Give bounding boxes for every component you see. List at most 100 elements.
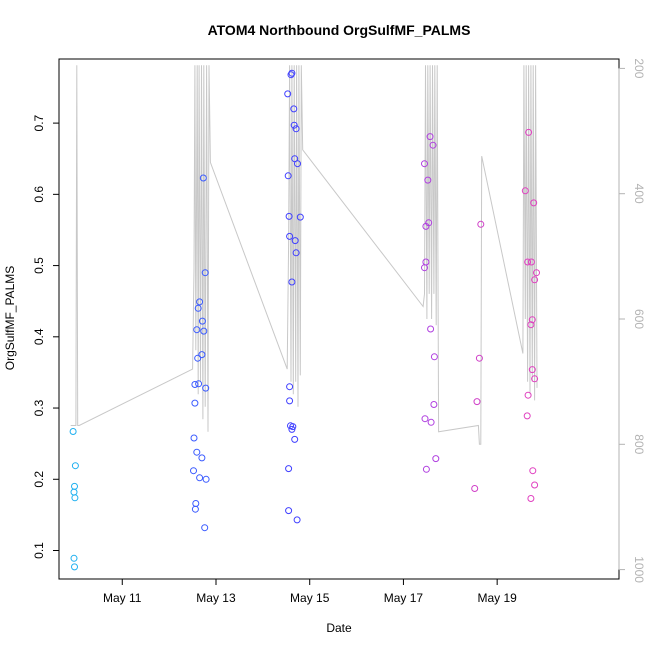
data-point	[291, 435, 299, 443]
data-point	[430, 353, 438, 361]
data-point	[198, 317, 206, 325]
y-tick-label: 0.3	[32, 399, 46, 416]
data-point	[191, 399, 199, 407]
data-point	[191, 381, 199, 388]
data-point	[190, 434, 198, 442]
data-point	[421, 415, 429, 423]
data-point	[70, 488, 78, 496]
data-point	[288, 69, 296, 77]
data-point	[198, 454, 206, 462]
data-point	[531, 276, 539, 284]
data-point	[528, 316, 536, 324]
y-tick-label: 0.2	[32, 471, 46, 488]
data-point	[196, 474, 204, 482]
data-point	[284, 172, 292, 180]
data-point	[291, 237, 299, 245]
data-point	[70, 554, 78, 562]
data-point	[528, 366, 536, 374]
data-point	[71, 482, 78, 490]
data-point	[527, 495, 535, 502]
y-tick-label: 0.1	[32, 542, 46, 559]
data-point	[421, 160, 428, 168]
data-point	[524, 258, 532, 266]
data-point	[193, 326, 201, 334]
data-point	[192, 500, 200, 507]
data-point	[430, 401, 438, 408]
data-point	[194, 304, 202, 312]
data-point	[191, 505, 199, 513]
data-point	[533, 269, 540, 277]
right-tick-label: 200	[632, 58, 646, 78]
right-tick-label: 800	[632, 434, 646, 454]
altitude-profile	[70, 65, 538, 445]
axes: 0.1 0.2 0.3 0.4 0.5 0.6 0.7 May 11 May 13 May 15 M…	[32, 58, 646, 605]
data-point	[422, 258, 430, 266]
altitude-line	[70, 65, 538, 445]
data-point	[471, 485, 479, 492]
y-tick-label: 0.4	[32, 328, 46, 345]
data-point	[296, 213, 304, 221]
data-point	[530, 199, 538, 207]
data-point	[202, 384, 210, 392]
data-point	[193, 448, 201, 456]
data-point	[424, 176, 432, 184]
data-point	[525, 128, 533, 136]
data-point	[71, 494, 79, 502]
data-point	[531, 481, 539, 489]
data-point	[286, 232, 294, 240]
data-point	[422, 465, 430, 473]
x-tick-label: May 17	[384, 591, 424, 605]
x-tick-label: May 13	[196, 591, 236, 605]
data-point	[529, 467, 537, 475]
data-point	[287, 71, 295, 79]
data-point	[285, 465, 293, 473]
data-point	[427, 325, 435, 333]
data-point	[195, 380, 203, 388]
data-points	[69, 69, 540, 571]
x-tick-label: May 15	[290, 591, 330, 605]
data-point	[202, 475, 210, 483]
data-point	[196, 298, 204, 306]
data-point	[194, 354, 202, 362]
data-point	[286, 397, 294, 405]
data-point	[290, 105, 298, 113]
data-point	[285, 507, 293, 515]
data-point	[426, 133, 434, 141]
data-point	[422, 222, 430, 230]
data-point	[523, 412, 531, 420]
y-tick-label: 0.6	[32, 186, 46, 203]
data-point	[200, 327, 208, 335]
data-point	[432, 455, 440, 463]
data-point	[292, 249, 300, 257]
y-tick-label: 0.7	[32, 114, 46, 131]
data-point	[288, 425, 296, 433]
right-tick-label: 400	[632, 184, 646, 204]
data-point	[285, 212, 293, 220]
data-point	[475, 354, 483, 362]
data-point	[201, 524, 209, 532]
data-point	[190, 467, 197, 475]
data-point	[427, 418, 435, 426]
x-tick-label: May 11	[103, 591, 142, 605]
data-point	[421, 264, 428, 272]
data-point	[531, 375, 539, 383]
data-point	[198, 351, 206, 359]
data-point	[288, 278, 296, 286]
data-point	[521, 187, 529, 195]
data-point	[284, 90, 292, 98]
data-point	[286, 383, 294, 391]
data-point	[292, 125, 300, 133]
data-point	[71, 462, 79, 470]
right-tick-label: 600	[632, 309, 646, 329]
data-point	[69, 428, 77, 435]
data-point	[201, 269, 209, 277]
chart-title: ATOM4 Northbound OrgSulfMF_PALMS	[208, 22, 471, 38]
data-point	[524, 391, 532, 399]
data-point	[71, 563, 78, 571]
right-tick-label: 1000	[632, 556, 646, 583]
x-tick-label: May 19	[477, 591, 517, 605]
data-point	[294, 160, 301, 168]
data-point	[429, 141, 437, 149]
x-axis-label: Date	[326, 621, 352, 635]
